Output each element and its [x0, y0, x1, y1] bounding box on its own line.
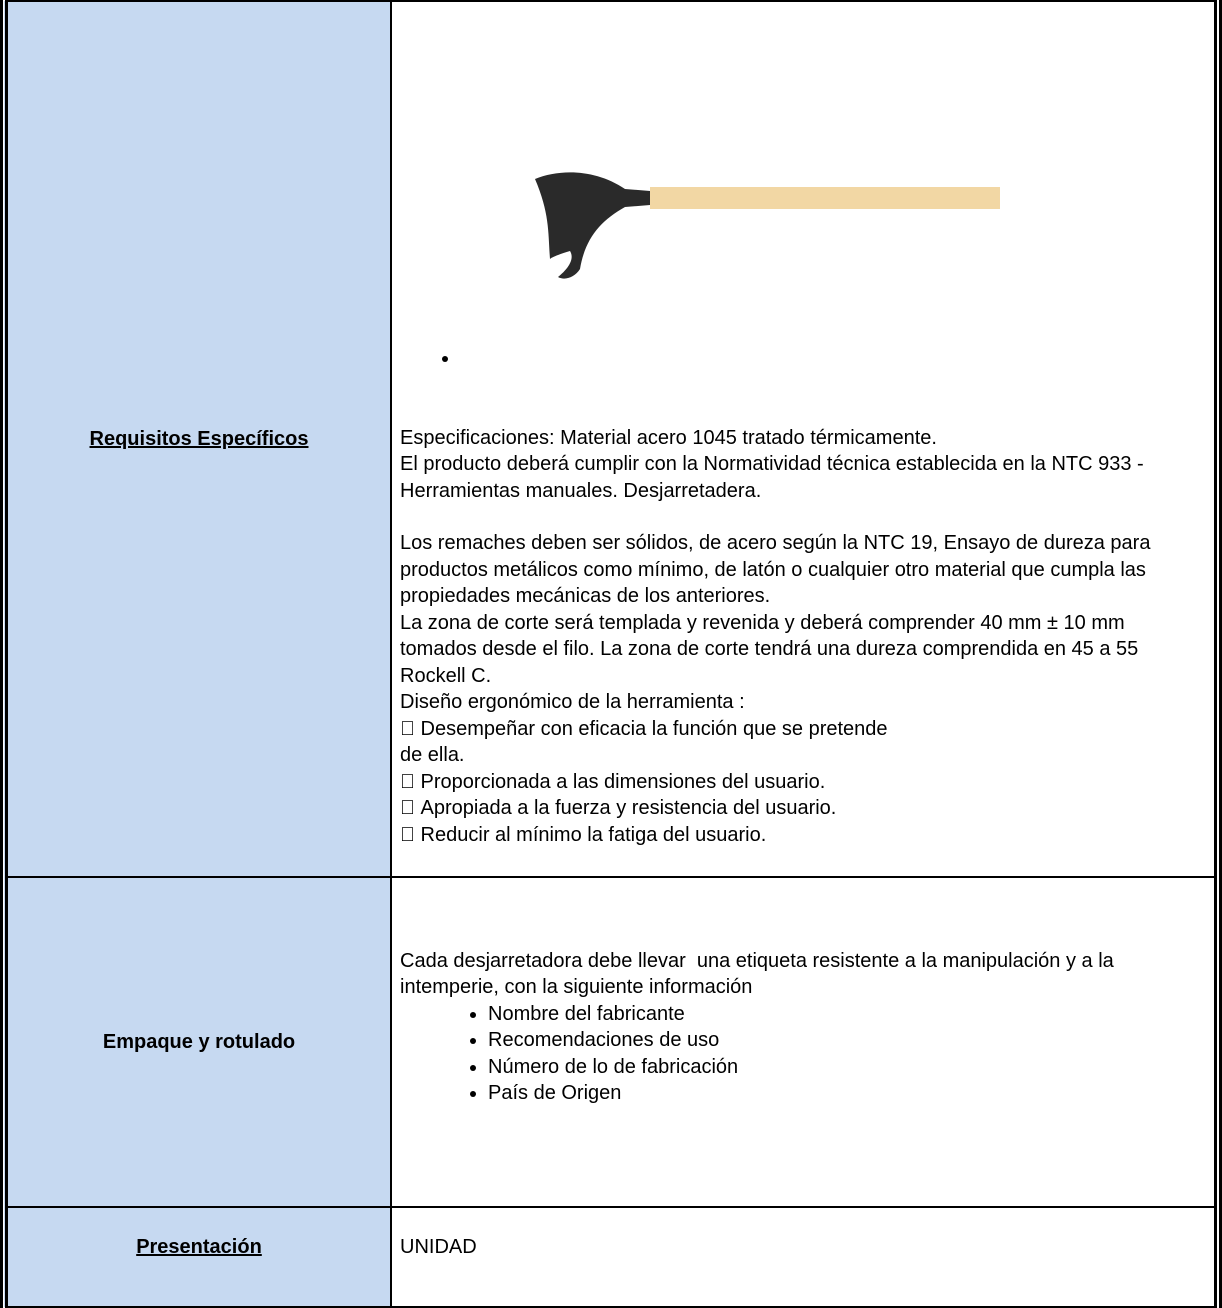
paragraph: La zona de corte será templada y revenid…	[400, 611, 1144, 687]
empty-list	[400, 345, 1206, 372]
bullet	[460, 345, 1206, 372]
label-cell: Presentación	[3, 1206, 392, 1308]
paragraph:  Proporcionada a las dimensiones del us…	[400, 770, 825, 793]
label-cell: Empaque y rotulado	[3, 876, 392, 1208]
handle	[650, 187, 1000, 209]
content-cell: Especificaciones: Material acero 1045 tr…	[390, 0, 1219, 878]
paragraph:  Apropiada a la fuerza y resistencia de…	[400, 797, 836, 819]
list: Nombre del fabricanteRecomendaciones de …	[400, 1001, 1206, 1107]
paragraph:  Desempeñar con eficacia la función que…	[400, 717, 888, 740]
content-cell: UNIDAD	[390, 1206, 1219, 1308]
label: Requisitos Específicos	[89, 427, 309, 450]
label: Presentación	[136, 1235, 262, 1258]
paragraph: Los remaches deben ser sólidos, de acero…	[400, 532, 1157, 607]
content-cell: Cada desjarretadora debe llevar una etiq…	[390, 876, 1219, 1208]
label-cell: Requisitos Específicos	[3, 0, 392, 878]
paragraph: Diseño ergonómico de la herramienta :	[400, 691, 745, 713]
paragraph:  Reducir al mínimo la fatiga del usuari…	[400, 823, 766, 846]
paragraph: El producto deberá cumplir con la Normat…	[400, 453, 1150, 502]
label: Empaque y rotulado	[102, 1030, 296, 1053]
list-item: Nombre del fabricante	[488, 1001, 1206, 1028]
row: Requisitos Específicos Especificaciones:…	[3, 0, 1219, 878]
row: Presentación UNIDAD	[3, 1206, 1219, 1308]
paragraph: Especificaciones: Material acero 1045 tr…	[400, 426, 937, 449]
paragraph: de ella.	[400, 744, 465, 766]
tool-image	[535, 172, 1000, 279]
list-item: Recomendaciones de uso	[488, 1027, 1206, 1054]
list-item: Número de lo de fabricación	[488, 1054, 1206, 1081]
paragraph: Cada desjarretadora debe llevar una etiq…	[400, 949, 1120, 999]
paragraph: UNIDAD	[400, 1235, 477, 1258]
list-item: País de Origen	[488, 1080, 1206, 1107]
blade	[535, 172, 650, 279]
row: Empaque y rotulado Cada desjarretadora d…	[3, 876, 1219, 1208]
